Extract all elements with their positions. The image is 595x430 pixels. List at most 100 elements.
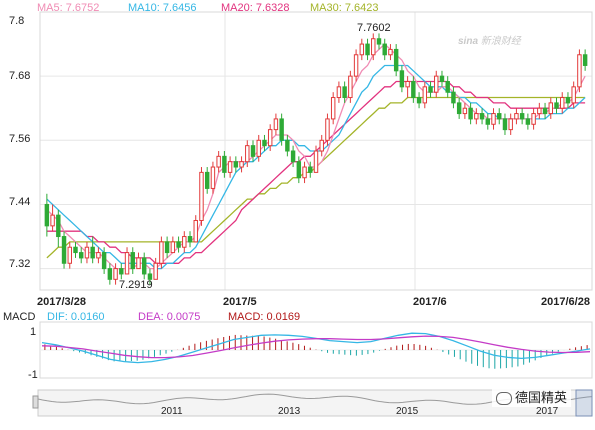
candle-body [61, 236, 67, 264]
nav-year: 2017 [536, 406, 559, 417]
candle-body [537, 107, 542, 115]
candle-body [456, 102, 462, 115]
candle-body [256, 139, 261, 157]
candle-body [136, 257, 141, 270]
candle-body [210, 166, 216, 189]
price-tick: 7.8 [9, 15, 25, 27]
candle-body [525, 118, 531, 125]
candle-body [130, 252, 135, 270]
candle-body [204, 171, 210, 189]
macd-dea-legend: DEA: 0.0075 [138, 311, 201, 323]
candle-body [119, 268, 124, 275]
candle-body [187, 236, 193, 243]
candle-body [428, 86, 433, 93]
candle-body [451, 91, 456, 104]
candle-body [113, 268, 118, 280]
candle-body [147, 273, 153, 280]
candle-body [325, 118, 330, 141]
candle-body [342, 86, 347, 99]
candle-body [330, 97, 336, 120]
date-label: 2017/3/28 [37, 296, 86, 308]
candle-body [416, 97, 422, 104]
badge-text: 德国精英 [515, 390, 568, 405]
candle-body [353, 54, 359, 77]
candle-body [84, 246, 90, 259]
candle-body [531, 113, 536, 125]
date-label: 2017/5 [223, 296, 257, 308]
candle-body [560, 97, 565, 109]
candle-body [485, 118, 491, 125]
candle-body [382, 43, 387, 56]
candle-body [308, 166, 313, 173]
candle-body [101, 252, 107, 270]
candle-body [107, 268, 113, 280]
candle-body [182, 236, 187, 248]
candle-body [164, 241, 170, 254]
candle-body [279, 118, 284, 141]
candle-body [233, 161, 239, 168]
navigator-handle-left [32, 395, 39, 409]
macd-dea-line [41, 335, 591, 359]
candle-body [502, 118, 508, 131]
candle-body [577, 54, 582, 88]
candle-body [365, 43, 370, 56]
candle-body [565, 97, 571, 104]
candle-body [199, 171, 204, 221]
candle-body [302, 166, 307, 179]
ma5-legend: MA5: 7.6752 [37, 2, 100, 14]
macd-title: MACD [3, 311, 36, 323]
candle-body [227, 161, 233, 173]
candle-body [56, 214, 61, 238]
low-annotation: 7.2919 [119, 279, 153, 291]
date-label: 2017/6/28 [541, 296, 590, 308]
candle-body [319, 139, 324, 152]
candle-body [571, 86, 576, 104]
candle-body [273, 118, 279, 131]
candle-body [399, 70, 405, 88]
ma10-legend: MA10: 7.6456 [128, 2, 197, 14]
watermark-text: 新浪财经 [480, 36, 521, 47]
candle-body [371, 38, 376, 56]
candle-body [434, 75, 439, 93]
candle-body [262, 139, 267, 147]
candle-body [73, 246, 78, 254]
candle-body [250, 145, 256, 157]
candle-body [141, 257, 147, 275]
candle-body [285, 139, 290, 152]
candle-body [479, 113, 485, 120]
candle-body [388, 48, 393, 56]
candle-body [542, 107, 548, 115]
candle-body [267, 129, 273, 147]
candle-body [582, 54, 588, 66]
nav-year: 2015 [396, 406, 419, 417]
macd-value-legend: MACD: 0.0169 [228, 311, 301, 323]
candle-body [411, 81, 416, 99]
candle-body [445, 81, 450, 93]
candle-body [468, 107, 473, 120]
candle-body [96, 252, 101, 259]
wechat-badge: 德国精英 [492, 386, 572, 407]
candle-body [422, 86, 428, 104]
candle-body [170, 241, 176, 254]
candle-body [239, 161, 244, 168]
candle-body [393, 48, 399, 72]
candle-body [497, 113, 502, 120]
candle-body [336, 86, 342, 99]
candle-body [176, 241, 181, 248]
candle-body [348, 75, 353, 99]
macd-tick: 1 [30, 326, 37, 338]
plot-frame [39, 11, 593, 291]
high-annotation: 7.7602 [357, 22, 391, 34]
sina-logo-icon: sina [458, 36, 479, 47]
price-tick: 7.32 [9, 258, 31, 270]
candle-body [79, 252, 84, 259]
price-tick: 7.44 [9, 196, 31, 208]
candle-body [159, 241, 164, 264]
candle-body [376, 38, 382, 45]
candle-body [491, 113, 496, 125]
macd-tick: -1 [28, 369, 38, 381]
candle-body [296, 161, 302, 179]
candle-body [90, 246, 95, 259]
